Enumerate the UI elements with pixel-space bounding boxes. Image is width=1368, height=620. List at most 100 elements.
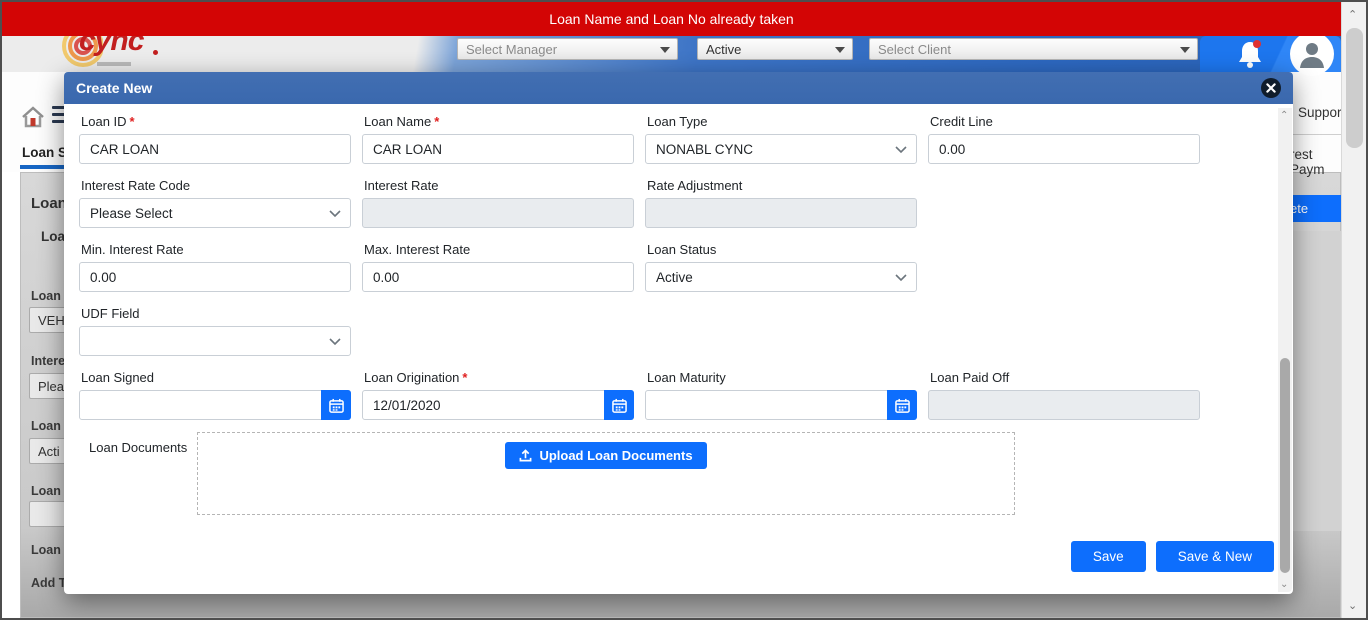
required-asterisk: * [462,370,468,385]
field-loan-name: Loan Name * [362,110,634,164]
field-label: Loan Maturity [647,370,726,385]
user-avatar-icon[interactable] [1290,32,1334,76]
field-label: Loan Status [647,242,717,257]
field-loan-status: Loan Status Active [645,238,917,292]
background-field-label: Intere [31,354,66,368]
field-loan-signed: Loan Signed [79,366,351,420]
field-rate-adjustment: Rate Adjustment [645,174,917,228]
field-label: Rate Adjustment [647,178,743,193]
loan-maturity-input[interactable] [645,390,917,420]
tab-loan-summary[interactable]: Loan S [22,145,68,160]
loan-id-input[interactable] [79,134,351,164]
background-field-label: Loan S [31,484,73,498]
loan-signed-input[interactable] [79,390,351,420]
logo-trademark-dot [153,50,158,55]
active-tab-underline [20,165,92,169]
calendar-icon[interactable] [321,390,351,420]
empty-cell [928,302,1200,356]
rate-adjustment-input [645,198,917,228]
background-field-label: Loan I [31,289,68,303]
field-loan-id: Loan ID * [79,110,351,164]
save-button[interactable]: Save [1070,541,1146,572]
interest-rate-code-select[interactable]: Please Select [79,198,351,228]
loan-type-select[interactable]: NONABL CYNC [645,134,917,164]
upload-icon [519,449,532,462]
close-icon[interactable] [1261,78,1281,98]
chevron-down-icon [895,146,907,154]
background-panel-heading: Loan [31,195,67,212]
scroll-down-icon[interactable]: ⌄ [1280,579,1289,590]
field-loan-maturity: Loan Maturity [645,366,917,420]
calendar-icon[interactable] [604,390,634,420]
background-field-label: Loan S [31,419,73,433]
loan-status-select[interactable]: Active [645,262,917,292]
field-label: Loan Signed [81,370,155,385]
dropdown-arrow-icon [1180,47,1190,53]
loan-status-value: Active [656,269,693,285]
empty-cell [928,174,1200,228]
interest-rate-code-value: Please Select [90,205,173,221]
delete-button-clipped[interactable]: ete [1284,195,1344,222]
field-label: Loan ID [81,114,127,129]
calendar-icon[interactable] [887,390,917,420]
notifications-bell-icon[interactable] [1235,38,1265,70]
client-select[interactable]: Select Client [869,38,1198,60]
min-interest-rate-input[interactable] [79,262,351,292]
support-link[interactable]: Support [1298,105,1346,120]
field-udf: UDF Field [79,302,351,356]
status-select[interactable]: Active [697,38,853,60]
empty-cell [928,238,1200,292]
field-label: Loan Paid Off [930,370,1010,385]
menu-icon[interactable] [52,106,74,127]
loan-name-input[interactable] [362,134,634,164]
modal-title: Create New [76,80,153,96]
loan-documents-row: Loan Documents Upload Loan Documents [79,432,1263,515]
page-scrollbar[interactable]: ⌃ ⌄ [1341,2,1366,618]
background-bottom-label: Loan I [31,543,68,557]
modal-scrollbar-thumb[interactable] [1280,358,1290,573]
field-label: Loan Name [364,114,432,129]
chevron-down-icon [329,210,341,218]
field-loan-type: Loan Type NONABL CYNC [645,110,917,164]
max-interest-rate-input[interactable] [362,262,634,292]
tab-interest-payment[interactable]: rest Paym [1290,147,1325,177]
field-interest-rate: Interest Rate [362,174,634,228]
field-label: Loan Origination [364,370,460,385]
field-credit-line: Credit Line [928,110,1200,164]
logo-tagline-mark [97,62,131,66]
background-bottom-label: Add T [31,576,67,590]
loan-documents-dropzone[interactable]: Upload Loan Documents [197,432,1015,515]
error-banner-message: Loan Name and Loan No already taken [549,11,794,27]
page-scrollbar-thumb[interactable] [1346,28,1363,148]
field-label: UDF Field [81,306,140,321]
field-label: Max. Interest Rate [364,242,471,257]
interest-rate-input [362,198,634,228]
required-asterisk: * [434,114,440,129]
empty-cell [362,302,634,356]
modal-footer: Save Save & New [64,537,1293,594]
divider [1290,134,1341,135]
udf-select[interactable] [79,326,351,356]
scroll-up-icon[interactable]: ⌃ [1280,110,1289,121]
loan-origination-input[interactable] [362,390,634,420]
empty-cell [645,302,917,356]
field-label: Interest Rate [364,178,439,193]
home-icon[interactable] [20,104,46,130]
field-loan-paid-off: Loan Paid Off [928,366,1200,420]
manager-select[interactable]: Select Manager [457,38,678,60]
loan-paid-off-input [928,390,1200,420]
scroll-up-icon[interactable]: ⌃ [1348,9,1358,21]
field-label: Loan Type [647,114,708,129]
save-and-new-button[interactable]: Save & New [1155,541,1274,572]
upload-loan-documents-button[interactable]: Upload Loan Documents [505,442,707,469]
modal-header: Create New [64,72,1293,104]
loan-type-value: NONABL CYNC [656,141,754,157]
client-select-placeholder: Select Client [878,41,951,57]
modal-body: Loan ID* Loan Name* Loan Type NONABL CYN… [64,104,1293,537]
loan-form: Loan ID* Loan Name* Loan Type NONABL CYN… [79,110,1263,430]
scroll-down-icon[interactable]: ⌄ [1348,600,1358,612]
status-select-value: Active [706,41,742,57]
credit-line-input[interactable] [928,134,1200,164]
modal-scrollbar[interactable]: ⌃ ⌄ [1278,108,1292,592]
